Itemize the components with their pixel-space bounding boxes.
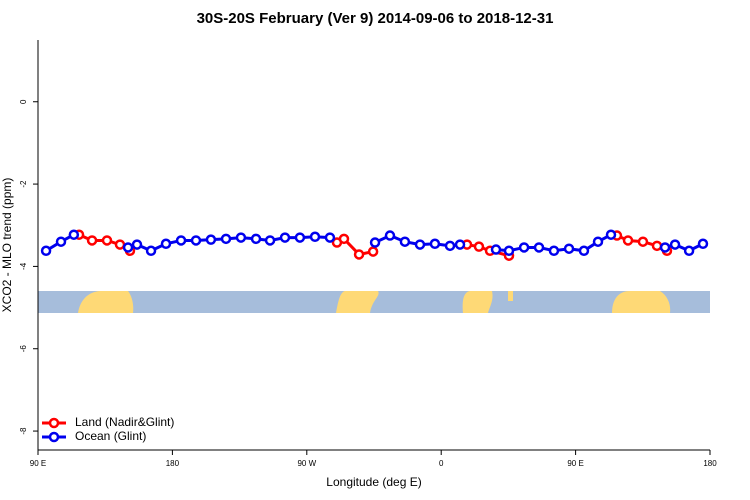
point <box>190 235 202 246</box>
point <box>114 239 126 250</box>
point <box>429 238 441 250</box>
point <box>353 249 365 260</box>
point <box>669 239 681 250</box>
land-ocean-strip <box>38 291 710 313</box>
y-tick-label: 0 <box>19 99 28 104</box>
point <box>369 237 381 248</box>
point <box>131 239 143 250</box>
point <box>490 244 502 255</box>
point <box>122 242 134 253</box>
point <box>384 230 396 241</box>
point <box>592 236 604 247</box>
x-tick-label: 180 <box>166 459 180 468</box>
point <box>175 235 187 246</box>
point <box>651 240 663 252</box>
point <box>55 236 67 247</box>
y-tick-label: -8 <box>19 427 28 435</box>
point <box>578 245 590 257</box>
point <box>40 245 52 257</box>
x-tick-label: 180 <box>703 459 717 468</box>
point <box>309 231 321 243</box>
x-tick-label: 90 E <box>567 459 583 468</box>
x-tick-label: 0 <box>439 459 444 468</box>
point <box>563 243 575 254</box>
point <box>235 232 247 243</box>
y-tick-label: -4 <box>19 262 28 270</box>
point <box>86 235 98 246</box>
point <box>160 238 172 250</box>
point <box>414 239 426 250</box>
x-axis-label: Longitude (deg E) <box>326 475 421 489</box>
point <box>338 233 350 245</box>
point <box>145 245 157 257</box>
y-tick-label: -2 <box>19 180 28 188</box>
point <box>101 235 113 246</box>
point <box>294 232 306 243</box>
point <box>518 242 530 253</box>
legend-marker <box>48 417 60 429</box>
y-tick-label: -6 <box>19 345 28 353</box>
legend-label: Ocean (Glint) <box>75 429 146 443</box>
point <box>503 245 515 257</box>
point <box>367 246 379 257</box>
point <box>444 240 456 252</box>
point <box>454 239 466 250</box>
point <box>605 229 617 240</box>
point <box>548 245 560 257</box>
point <box>264 235 276 246</box>
point <box>473 241 485 252</box>
legend-label: Land (Nadir&Glint) <box>75 415 174 429</box>
legend-marker <box>48 431 60 443</box>
point <box>637 236 649 247</box>
point <box>399 236 411 247</box>
point <box>622 235 634 246</box>
point <box>220 233 232 245</box>
y-axis-label: XCO2 - MLO trend (ppm) <box>0 178 14 313</box>
point <box>279 232 291 243</box>
point <box>68 229 80 240</box>
point <box>659 242 671 253</box>
point <box>533 242 545 253</box>
point <box>697 238 709 250</box>
x-tick-label: 90 W <box>297 459 316 468</box>
point <box>324 232 336 243</box>
x-tick-label: 90 E <box>30 459 46 468</box>
chart-title: 30S-20S February (Ver 9) 2014-09-06 to 2… <box>197 10 554 27</box>
point <box>683 245 695 257</box>
point <box>205 234 217 245</box>
point <box>250 233 262 245</box>
